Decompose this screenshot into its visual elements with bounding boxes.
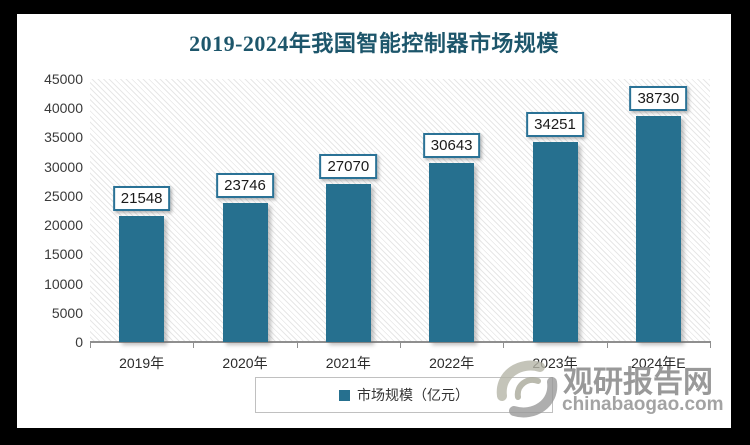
y-tick-label: 15000 (44, 246, 83, 263)
x-axis-tick (193, 343, 195, 348)
x-axis-line (90, 341, 711, 343)
chart-title: 2019-2024年我国智能控制器市场规模 (189, 31, 559, 56)
x-axis-label: 2022年 (429, 355, 475, 371)
bar (532, 141, 578, 342)
plot-area (90, 79, 710, 342)
y-tick-label: 40000 (44, 100, 83, 117)
y-tick-label: 0 (75, 334, 83, 350)
bar (119, 216, 165, 342)
x-axis-tick (503, 343, 505, 348)
legend: 市场规模（亿元） (255, 377, 553, 413)
x-axis-label: 2020年 (222, 355, 268, 371)
x-axis-label: 2021年 (325, 355, 371, 371)
x-axis-tick (90, 343, 91, 348)
bar-value-label: 30643 (422, 132, 481, 158)
bar-value-label: 34251 (526, 111, 584, 137)
bar (325, 183, 371, 342)
legend-label: 市场规模（亿元） (357, 387, 469, 403)
y-tick-label: 45000 (44, 71, 83, 87)
chart-panel: 2019-2024年我国智能控制器市场规模 45000 40000 35000 300… (17, 14, 731, 428)
bar (635, 115, 681, 342)
bar-value-label: 38730 (629, 85, 688, 111)
x-axis-tick (606, 343, 608, 348)
y-tick-label: 5000 (51, 304, 83, 321)
x-axis-label: 2019年 (119, 355, 165, 371)
x-axis-label: 2024年E (631, 355, 686, 371)
bar-value-label: 27070 (319, 153, 378, 179)
bar-value-label: 21548 (112, 186, 171, 212)
x-axis-label: 2023年 (532, 355, 578, 371)
bar (429, 162, 475, 342)
y-tick-label: 20000 (44, 217, 83, 234)
y-tick-label: 30000 (44, 158, 83, 175)
bar-value-label: 23746 (216, 173, 274, 199)
chart-generated-layer: 45000 40000 35000 30000 25000 20000 15000 10000… (17, 14, 731, 428)
y-tick-label: 35000 (44, 129, 83, 146)
y-tick-label: 10000 (44, 275, 83, 292)
x-axis-tick (400, 343, 401, 348)
x-axis-tick (710, 343, 711, 348)
legend-marker-icon (339, 389, 350, 401)
bar (222, 203, 268, 342)
y-tick-label: 25000 (44, 187, 83, 204)
x-axis-tick (296, 343, 298, 348)
